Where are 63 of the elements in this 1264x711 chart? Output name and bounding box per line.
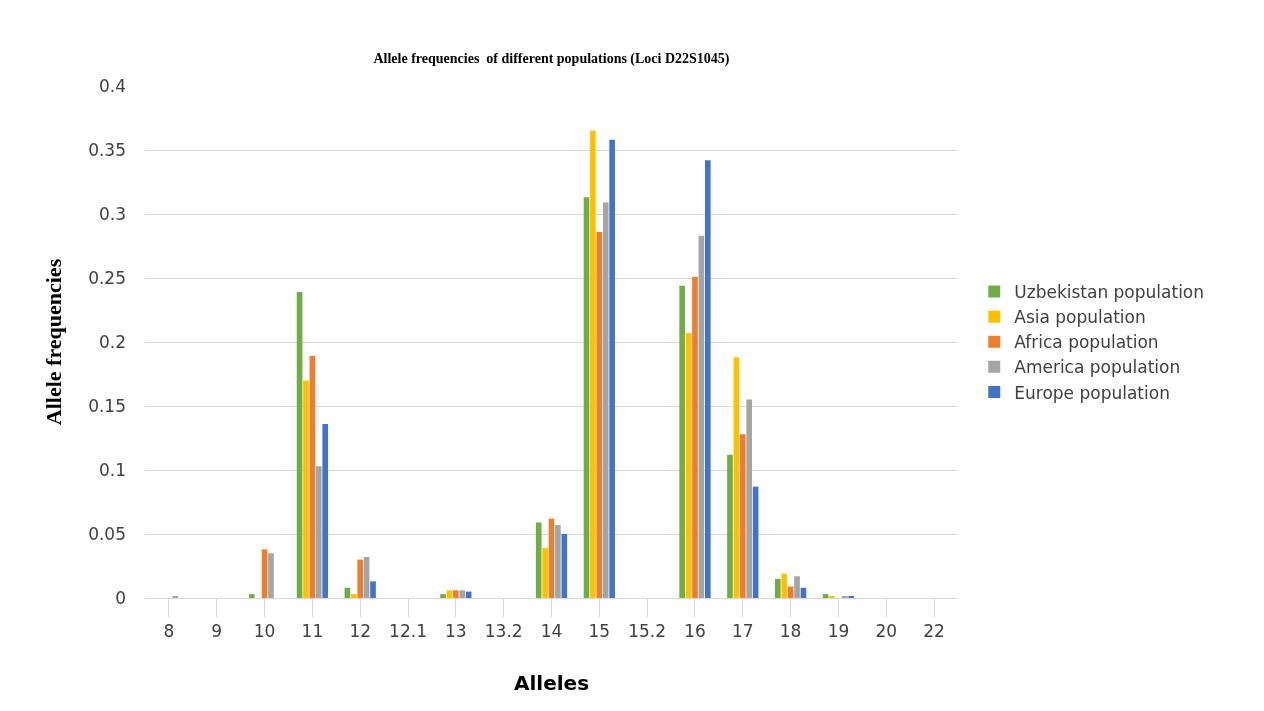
bar [459, 590, 466, 598]
y-tick-label: 0.05 [88, 523, 126, 544]
x-tick-label: 12.1 [389, 621, 427, 642]
bar [555, 525, 561, 598]
x-tick-label: 16 [684, 621, 706, 642]
x-tick-label: 19 [827, 621, 850, 642]
x-tick-label: 13 [445, 621, 467, 642]
bar [370, 581, 376, 598]
bar [590, 130, 596, 598]
bar [704, 160, 711, 598]
y-tick-label: 0.35 [88, 139, 126, 160]
bar [542, 548, 548, 598]
bar [781, 573, 788, 598]
bar [248, 594, 255, 598]
bar [440, 594, 446, 598]
bar [609, 139, 615, 598]
x-tick-label: 15.2 [628, 621, 667, 642]
x-tick-label: 11 [301, 621, 324, 642]
x-tick-label: 20 [875, 621, 898, 642]
bar [446, 590, 453, 598]
legend-label: America population [1014, 357, 1181, 378]
bar [739, 434, 746, 598]
x-tick-label: 18 [779, 621, 802, 642]
y-axis-title: Allele frequencies [40, 258, 66, 426]
y-tick-label: 0.3 [98, 203, 126, 224]
x-tick-label: 15 [588, 621, 611, 642]
y-tick-label: 0.1 [98, 459, 126, 480]
x-tick-label: 12 [349, 621, 372, 642]
x-tick-label: 22 [923, 621, 945, 642]
y-tick-label: 0.2 [98, 331, 126, 352]
x-axis-title: Alleles [513, 670, 590, 695]
bar [679, 285, 685, 598]
bar [322, 423, 329, 598]
bar [268, 553, 274, 598]
bar [727, 454, 733, 598]
x-tick-label: 13.2 [484, 621, 523, 642]
bar [746, 399, 753, 598]
y-tick-label: 0.4 [98, 75, 126, 96]
legend-label: Asia population [1014, 307, 1146, 328]
legend-label: Africa population [1014, 332, 1159, 353]
x-tick-label: 14 [540, 621, 563, 642]
y-tick-label: 0 [115, 587, 126, 608]
bar [315, 466, 322, 598]
bar [535, 522, 542, 598]
bar [602, 202, 609, 598]
bar [822, 594, 829, 598]
bar [453, 590, 459, 598]
bar [350, 594, 357, 598]
y-tick-label: 0.25 [88, 267, 126, 288]
bar [303, 380, 309, 598]
y-tick-label: 0.15 [88, 395, 126, 416]
legend-label: Europe population [1014, 382, 1170, 403]
x-tick-label: 8 [163, 621, 175, 642]
bar [774, 578, 781, 598]
bar [794, 576, 800, 598]
x-tick-label: 9 [211, 621, 223, 642]
bar [357, 559, 364, 598]
bar [692, 276, 698, 598]
chart-title: Allele frequencies of different populations (Loci D22S1045) [373, 50, 730, 67]
legend-label: Uzbekistan population [1014, 282, 1205, 303]
x-tick-label: 10 [253, 621, 276, 642]
bar [787, 586, 794, 598]
x-tick-label: 17 [731, 621, 754, 642]
